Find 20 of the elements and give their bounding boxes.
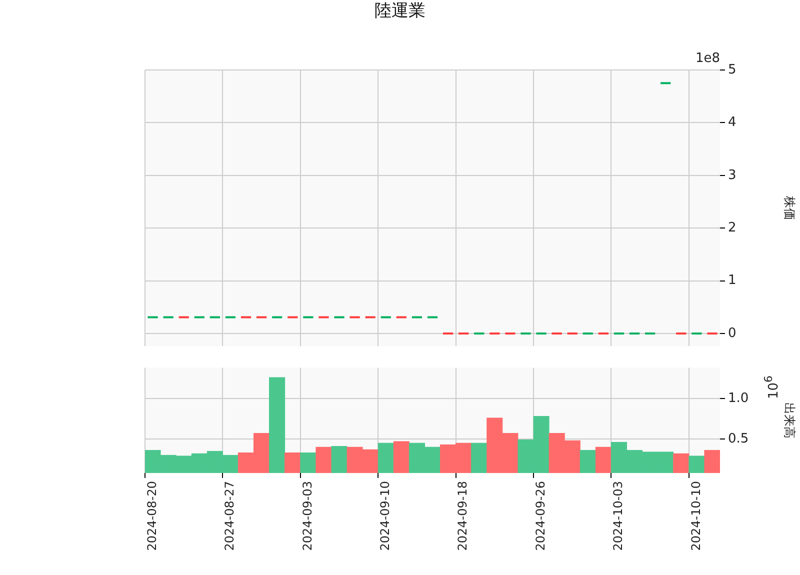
x-tick-label: 2024-10-03: [611, 481, 626, 551]
text: 1e8: [695, 51, 720, 66]
x-tick-label: 2024-08-27: [222, 481, 237, 551]
y-tick-label: 1: [728, 273, 736, 288]
x-tick-label: 2024-10-10: [688, 481, 703, 551]
y-tick-label: 5: [728, 62, 736, 78]
x-tick-label: 2024-09-10: [378, 481, 392, 551]
y-tick-label: 0.5: [728, 431, 749, 446]
y-axis-title: 株価: [782, 195, 797, 220]
y-tick-label: 1.0: [728, 390, 749, 406]
y-axis-title: 出来高: [782, 402, 797, 438]
x-tick-label: 2024-08-20: [144, 481, 159, 551]
x-tick-label: 2024-09-18: [456, 481, 470, 551]
chart-title: 陸運業: [374, 0, 426, 22]
y-tick-label: 4: [728, 115, 736, 130]
y-tick-label: 3: [728, 168, 736, 183]
y-tick-label: 2: [728, 220, 736, 236]
x-tick-label: 2024-09-03: [300, 481, 314, 551]
y-tick-label: 0: [728, 326, 736, 341]
x-tick-label: 2024-09-26: [533, 481, 548, 551]
